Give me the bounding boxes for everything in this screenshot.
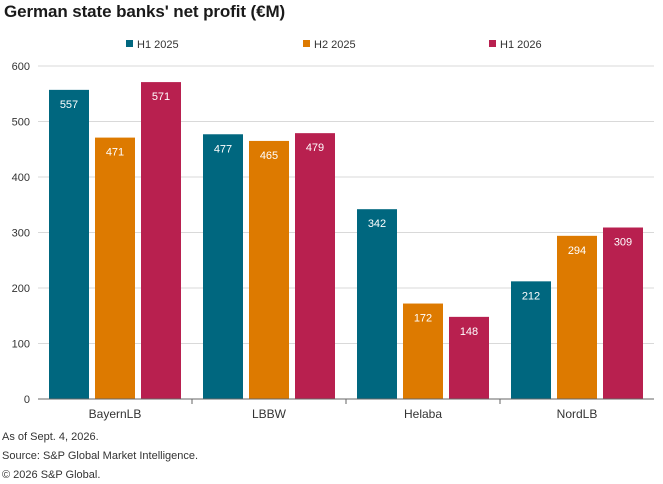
data-label: 148 [460, 326, 478, 338]
legend-swatch [489, 40, 496, 47]
data-label: 465 [260, 150, 278, 162]
gridlines [38, 65, 654, 344]
y-tick-label: 300 [12, 228, 30, 240]
data-label: 342 [368, 218, 386, 230]
y-tick-label: 100 [12, 339, 30, 351]
legend-label: H2 2025 [314, 39, 356, 51]
bar [295, 133, 335, 399]
data-label: 571 [152, 91, 170, 103]
bar [203, 134, 243, 399]
bar [49, 89, 89, 400]
data-label: 212 [522, 290, 540, 302]
category-label: BayernLB [89, 407, 142, 421]
category-label: NordLB [557, 407, 598, 421]
bars: 557 471 571 477 465 479 342 172 148 212 294 309 [49, 82, 643, 400]
data-label: 471 [106, 147, 124, 159]
bar [249, 140, 289, 400]
y-tick-label: 200 [12, 283, 30, 295]
bar [403, 303, 443, 399]
data-label: 294 [568, 245, 586, 257]
y-tick-label: 0 [24, 394, 30, 406]
y-tick-label: 600 [12, 61, 30, 73]
legend-label: H1 2025 [137, 39, 179, 51]
bar [603, 227, 643, 399]
legend-swatch [126, 40, 133, 47]
legend-label: H1 2026 [500, 39, 542, 51]
data-label: 172 [414, 313, 432, 325]
data-label: 477 [214, 143, 232, 155]
axes: 0 100 200 300 400 500 600 BayernLB LBBW Helaba Nor… [12, 61, 654, 421]
bar [557, 235, 597, 399]
bar [95, 137, 135, 399]
chart-title: German state banks' net profit (€M) [4, 2, 286, 21]
y-tick-label: 500 [12, 117, 30, 129]
legend: H1 2025 H2 2025 H1 2026 [126, 39, 542, 51]
data-label: 557 [60, 99, 78, 111]
category-label: LBBW [252, 407, 287, 421]
data-label: 309 [614, 237, 632, 249]
footer-source: Source: S&P Global Market Intelligence. [2, 450, 199, 462]
bar [511, 281, 551, 399]
bar [449, 316, 489, 399]
y-tick-label: 400 [12, 172, 30, 184]
data-label: 479 [306, 142, 324, 154]
bar [141, 82, 181, 399]
category-label: Helaba [404, 407, 442, 421]
footer-date-note: As of Sept. 4, 2026. [2, 431, 99, 443]
legend-swatch [303, 40, 310, 47]
bar [357, 209, 397, 399]
footer-copyright: © 2026 S&P Global. [2, 469, 101, 481]
